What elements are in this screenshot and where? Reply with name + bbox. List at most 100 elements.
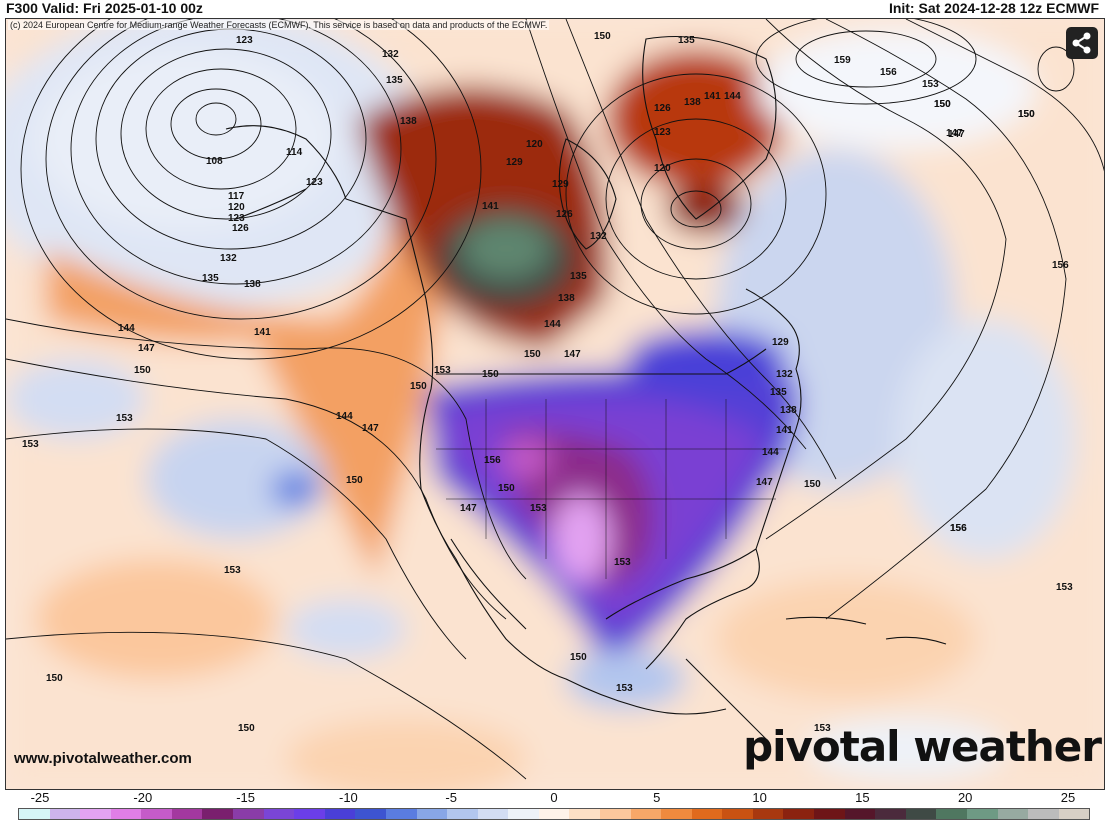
colorbar-swatch [416, 809, 448, 819]
contour-label: 153 [22, 439, 39, 450]
contour-label: 135 [570, 271, 587, 282]
contour-label: 135 [202, 273, 219, 284]
contour-label: 150 [482, 369, 499, 380]
colorbar-swatch [171, 809, 203, 819]
contour-label: 108 [206, 156, 223, 167]
contour-label: 147 [460, 503, 477, 514]
colorbar-tick-label: 25 [1060, 790, 1076, 805]
colorbar-swatch [630, 809, 662, 819]
colorbar-swatch [722, 809, 753, 819]
contour-label: 153 [530, 503, 547, 514]
pivotal-weather-logo: pivotal weather [743, 722, 1102, 771]
colorbar-swatch [19, 809, 50, 819]
contour-label: 153 [614, 557, 631, 568]
init-time-label: Init: Sat 2024-12-28 12z ECMWF [888, 0, 1099, 16]
colorbar-swatch [997, 809, 1029, 819]
contour-label: 153 [116, 413, 133, 424]
colorbar-swatch [233, 809, 264, 819]
colorbar-swatch [783, 809, 815, 819]
colorbar-swatch [508, 809, 539, 819]
colorbar-swatch [905, 809, 937, 819]
colorbar-swatch [569, 809, 600, 819]
colorbar-swatch [875, 809, 906, 819]
contour-label: 138 [244, 279, 261, 290]
forecast-map[interactable]: 123 132 135 138 108 114 123 117 120 123 … [5, 18, 1105, 790]
contour-label: 141 [254, 327, 271, 338]
colorbar-swatch [752, 809, 784, 819]
colorbar-swatch [355, 809, 386, 819]
contour-label: 156 [950, 523, 967, 534]
contour-label: 129 [772, 337, 789, 348]
colorbar-swatch [844, 809, 876, 819]
contour-label: 135 [678, 35, 695, 46]
contour-label: 156 [1052, 260, 1069, 271]
contour-label: 156 [880, 67, 897, 78]
share-button[interactable] [1066, 27, 1098, 59]
colorbar-swatch [936, 809, 967, 819]
colorbar [18, 808, 1090, 820]
colorbar-swatch [1028, 809, 1059, 819]
colorbar-swatch [1058, 809, 1090, 819]
colorbar-tick-label: 15 [855, 790, 870, 805]
contour-label: 153 [434, 365, 451, 376]
contour-labels: 123 132 135 138 108 114 123 117 120 123 … [22, 31, 1073, 734]
contour-label: 150 [410, 381, 427, 392]
contour-label: 132 [382, 49, 399, 60]
contour-label: 147 [138, 343, 155, 354]
header-bar: F300 Valid: Fri 2025-01-10 00z Init: Sat… [0, 0, 1109, 18]
colorbar-swatch [477, 809, 509, 819]
contour-label: 147 [362, 423, 379, 434]
contour-label: 150 [1018, 109, 1035, 120]
colorbar-swatch [447, 809, 478, 819]
contour-label: 129 [506, 157, 523, 168]
contour-label: 147 [564, 349, 581, 360]
colorbar-swatch [599, 809, 631, 819]
contour-label: 120 [654, 163, 671, 174]
contour-label: 120 [526, 139, 543, 150]
valid-time-label: F300 Valid: Fri 2025-01-10 00z [6, 0, 203, 16]
contour-label: 144 [724, 91, 741, 102]
colorbar-tick-label: 10 [752, 790, 767, 805]
contour-label: 132 [590, 231, 607, 242]
colorbar-swatch [814, 809, 845, 819]
contour-label: 126 [654, 103, 671, 114]
contour-label: 138 [684, 97, 701, 108]
colorbar-swatch [202, 809, 234, 819]
colorbar-swatch [141, 809, 172, 819]
contour-label: 147 [946, 128, 963, 139]
contour-label: 132 [220, 253, 237, 264]
contour-label: 150 [594, 31, 611, 42]
contour-label: 150 [346, 475, 363, 486]
colorbar-tick-label: -15 [236, 790, 255, 805]
contour-label: 150 [498, 483, 515, 494]
colorbar-ticks: -25 -20 -15 -10 -5 0 5 10 15 20 25 [0, 790, 1109, 808]
contour-label: 138 [780, 405, 797, 416]
contour-label: 150 [134, 365, 151, 376]
colorbar-swatch [661, 809, 692, 819]
contour-label: 147 [948, 129, 965, 140]
colorbar-tick-label: 20 [957, 790, 973, 805]
colorbar-tick-label: 5 [653, 790, 661, 805]
contour-label: 126 [232, 223, 249, 234]
colorbar-swatch [80, 809, 111, 819]
colorbar-swatch [294, 809, 325, 819]
contour-label: 156 [484, 455, 501, 466]
contour-label: 123 [306, 177, 323, 188]
contour-label: 153 [616, 683, 633, 694]
colorbar-tick-label: 0 [550, 790, 558, 805]
contour-label: 123 [654, 127, 671, 138]
contour-label: 135 [770, 387, 787, 398]
contour-label: 123 [236, 35, 253, 46]
colorbar-swatch [263, 809, 295, 819]
contour-label: 141 [776, 425, 793, 436]
contour-label: 153 [814, 723, 831, 734]
colorbar-swatch [538, 809, 570, 819]
colorbar-tick-label: -5 [445, 790, 457, 805]
contour-label: 150 [238, 723, 255, 734]
contour-label: 144 [336, 411, 353, 422]
colorbar-tick-label: -10 [338, 790, 358, 805]
contour-label: 147 [756, 477, 773, 488]
site-url[interactable]: www.pivotalweather.com [14, 750, 192, 767]
contour-label: 144 [544, 319, 561, 330]
map-canvas: 123 132 135 138 108 114 123 117 120 123 … [6, 19, 1104, 789]
